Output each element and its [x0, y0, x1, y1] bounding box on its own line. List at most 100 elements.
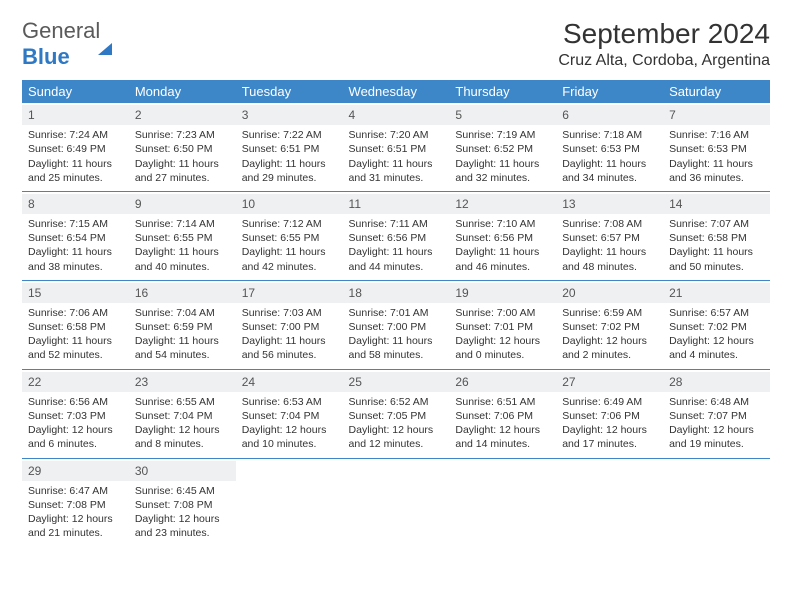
calendar-table: Sunday Monday Tuesday Wednesday Thursday… [22, 80, 770, 546]
daylight-text: Daylight: 11 hours [562, 157, 657, 171]
daylight-text: and 19 minutes. [669, 437, 764, 451]
calendar-empty-cell [663, 458, 770, 546]
sunrise-text: Sunrise: 6:48 AM [669, 395, 764, 409]
calendar-day-cell: 2Sunrise: 7:23 AMSunset: 6:50 PMDaylight… [129, 103, 236, 191]
weekday-header: Thursday [449, 80, 556, 103]
sunrise-text: Sunrise: 7:23 AM [135, 128, 230, 142]
sunset-text: Sunset: 7:06 PM [455, 409, 550, 423]
sunset-text: Sunset: 7:00 PM [242, 320, 337, 334]
sunset-text: Sunset: 6:54 PM [28, 231, 123, 245]
calendar-day-cell: 8Sunrise: 7:15 AMSunset: 6:54 PMDaylight… [22, 191, 129, 280]
daylight-text: and 50 minutes. [669, 260, 764, 274]
daylight-text: and 21 minutes. [28, 526, 123, 540]
calendar-day-cell: 17Sunrise: 7:03 AMSunset: 7:00 PMDayligh… [236, 280, 343, 369]
calendar-day-cell: 11Sunrise: 7:11 AMSunset: 6:56 PMDayligh… [343, 191, 450, 280]
sunset-text: Sunset: 7:02 PM [562, 320, 657, 334]
daylight-text: Daylight: 11 hours [28, 334, 123, 348]
day-number: 5 [449, 105, 556, 125]
sunrise-text: Sunrise: 6:45 AM [135, 484, 230, 498]
calendar-week-row: 15Sunrise: 7:06 AMSunset: 6:58 PMDayligh… [22, 280, 770, 369]
daylight-text: and 31 minutes. [349, 171, 444, 185]
daylight-text: Daylight: 11 hours [455, 245, 550, 259]
daylight-text: Daylight: 12 hours [669, 423, 764, 437]
daylight-text: Daylight: 11 hours [349, 334, 444, 348]
calendar-day-cell: 18Sunrise: 7:01 AMSunset: 7:00 PMDayligh… [343, 280, 450, 369]
location: Cruz Alta, Cordoba, Argentina [558, 52, 770, 70]
calendar-week-row: 22Sunrise: 6:56 AMSunset: 7:03 PMDayligh… [22, 369, 770, 458]
sunset-text: Sunset: 6:55 PM [135, 231, 230, 245]
daylight-text: Daylight: 11 hours [669, 157, 764, 171]
daylight-text: and 54 minutes. [135, 348, 230, 362]
sunset-text: Sunset: 6:53 PM [669, 142, 764, 156]
calendar-day-cell: 28Sunrise: 6:48 AMSunset: 7:07 PMDayligh… [663, 369, 770, 458]
logo: General Blue [22, 18, 112, 70]
sunrise-text: Sunrise: 7:00 AM [455, 306, 550, 320]
daylight-text: Daylight: 12 hours [28, 512, 123, 526]
sunrise-text: Sunrise: 7:18 AM [562, 128, 657, 142]
day-number: 24 [236, 372, 343, 392]
sunset-text: Sunset: 6:50 PM [135, 142, 230, 156]
sunrise-text: Sunrise: 7:16 AM [669, 128, 764, 142]
sunset-text: Sunset: 7:06 PM [562, 409, 657, 423]
calendar-day-cell: 25Sunrise: 6:52 AMSunset: 7:05 PMDayligh… [343, 369, 450, 458]
daylight-text: Daylight: 11 hours [349, 157, 444, 171]
sunset-text: Sunset: 6:49 PM [28, 142, 123, 156]
calendar-day-cell: 12Sunrise: 7:10 AMSunset: 6:56 PMDayligh… [449, 191, 556, 280]
calendar-day-cell: 16Sunrise: 7:04 AMSunset: 6:59 PMDayligh… [129, 280, 236, 369]
daylight-text: and 0 minutes. [455, 348, 550, 362]
calendar-empty-cell [236, 458, 343, 546]
day-number: 7 [663, 105, 770, 125]
day-number: 18 [343, 283, 450, 303]
sunset-text: Sunset: 6:58 PM [28, 320, 123, 334]
daylight-text: and 58 minutes. [349, 348, 444, 362]
weekday-header: Monday [129, 80, 236, 103]
daylight-text: Daylight: 11 hours [242, 334, 337, 348]
sunrise-text: Sunrise: 6:47 AM [28, 484, 123, 498]
sunset-text: Sunset: 7:02 PM [669, 320, 764, 334]
daylight-text: Daylight: 11 hours [562, 245, 657, 259]
weekday-header: Tuesday [236, 80, 343, 103]
calendar-day-cell: 3Sunrise: 7:22 AMSunset: 6:51 PMDaylight… [236, 103, 343, 191]
daylight-text: and 32 minutes. [455, 171, 550, 185]
calendar-day-cell: 7 Sunrise: 7:16 AMSunset: 6:53 PMDaylight… [663, 103, 770, 191]
calendar-week-row: 29 Sunrise: 6:47 AM Sunset: 7:08 PM Dayligh… [22, 458, 770, 546]
sunset-text: Sunset: 6:55 PM [242, 231, 337, 245]
sunrise-text: Sunrise: 6:52 AM [349, 395, 444, 409]
calendar-day-cell: 29Sunrise: 6:47 AMSunset: 7:08 PMDayligh… [22, 458, 129, 546]
day-number: 25 [343, 372, 450, 392]
daylight-text: Daylight: 12 hours [562, 334, 657, 348]
day-number: 29 [22, 461, 129, 481]
sunset-text: Sunset: 7:04 PM [242, 409, 337, 423]
sunrise-text: Sunrise: 7:22 AM [242, 128, 337, 142]
sunset-text: Sunset: 7:04 PM [135, 409, 230, 423]
daylight-text: Daylight: 11 hours [455, 157, 550, 171]
weekday-header-row: Sunday Monday Tuesday Wednesday Thursday… [22, 80, 770, 103]
sunrise-text: Sunrise: 7:07 AM [669, 217, 764, 231]
daylight-text: Daylight: 12 hours [28, 423, 123, 437]
calendar-day-cell: 19Sunrise: 7:00 AMSunset: 7:01 PMDayligh… [449, 280, 556, 369]
daylight-text: Daylight: 12 hours [242, 423, 337, 437]
daylight-text: Daylight: 11 hours [28, 245, 123, 259]
weekday-header: Sunday [22, 80, 129, 103]
sunset-text: Sunset: 6:56 PM [455, 231, 550, 245]
daylight-text: Daylight: 11 hours [135, 157, 230, 171]
sunset-text: Sunset: 6:51 PM [242, 142, 337, 156]
calendar-day-cell: 10Sunrise: 7:12 AMSunset: 6:55 PMDayligh… [236, 191, 343, 280]
sunrise-text: Sunrise: 7:24 AM [28, 128, 123, 142]
sunset-text: Sunset: 7:08 PM [135, 498, 230, 512]
calendar-day-cell: 6Sunrise: 7:18 AMSunset: 6:53 PMDaylight… [556, 103, 663, 191]
header: General Blue September 2024 Cruz Alta, C… [22, 18, 770, 70]
sunset-text: Sunset: 7:00 PM [349, 320, 444, 334]
sunrise-text: Sunrise: 7:06 AM [28, 306, 123, 320]
day-number: 21 [663, 283, 770, 303]
daylight-text: and 27 minutes. [135, 171, 230, 185]
calendar-day-cell: 27Sunrise: 6:49 AMSunset: 7:06 PMDayligh… [556, 369, 663, 458]
sunrise-text: Sunrise: 6:57 AM [669, 306, 764, 320]
sunrise-text: Sunrise: 6:55 AM [135, 395, 230, 409]
sunrise-text: Sunrise: 7:04 AM [135, 306, 230, 320]
daylight-text: Daylight: 11 hours [135, 334, 230, 348]
daylight-text: Daylight: 12 hours [349, 423, 444, 437]
day-number: 30 [129, 461, 236, 481]
sunset-text: Sunset: 6:53 PM [562, 142, 657, 156]
calendar-empty-cell [343, 458, 450, 546]
